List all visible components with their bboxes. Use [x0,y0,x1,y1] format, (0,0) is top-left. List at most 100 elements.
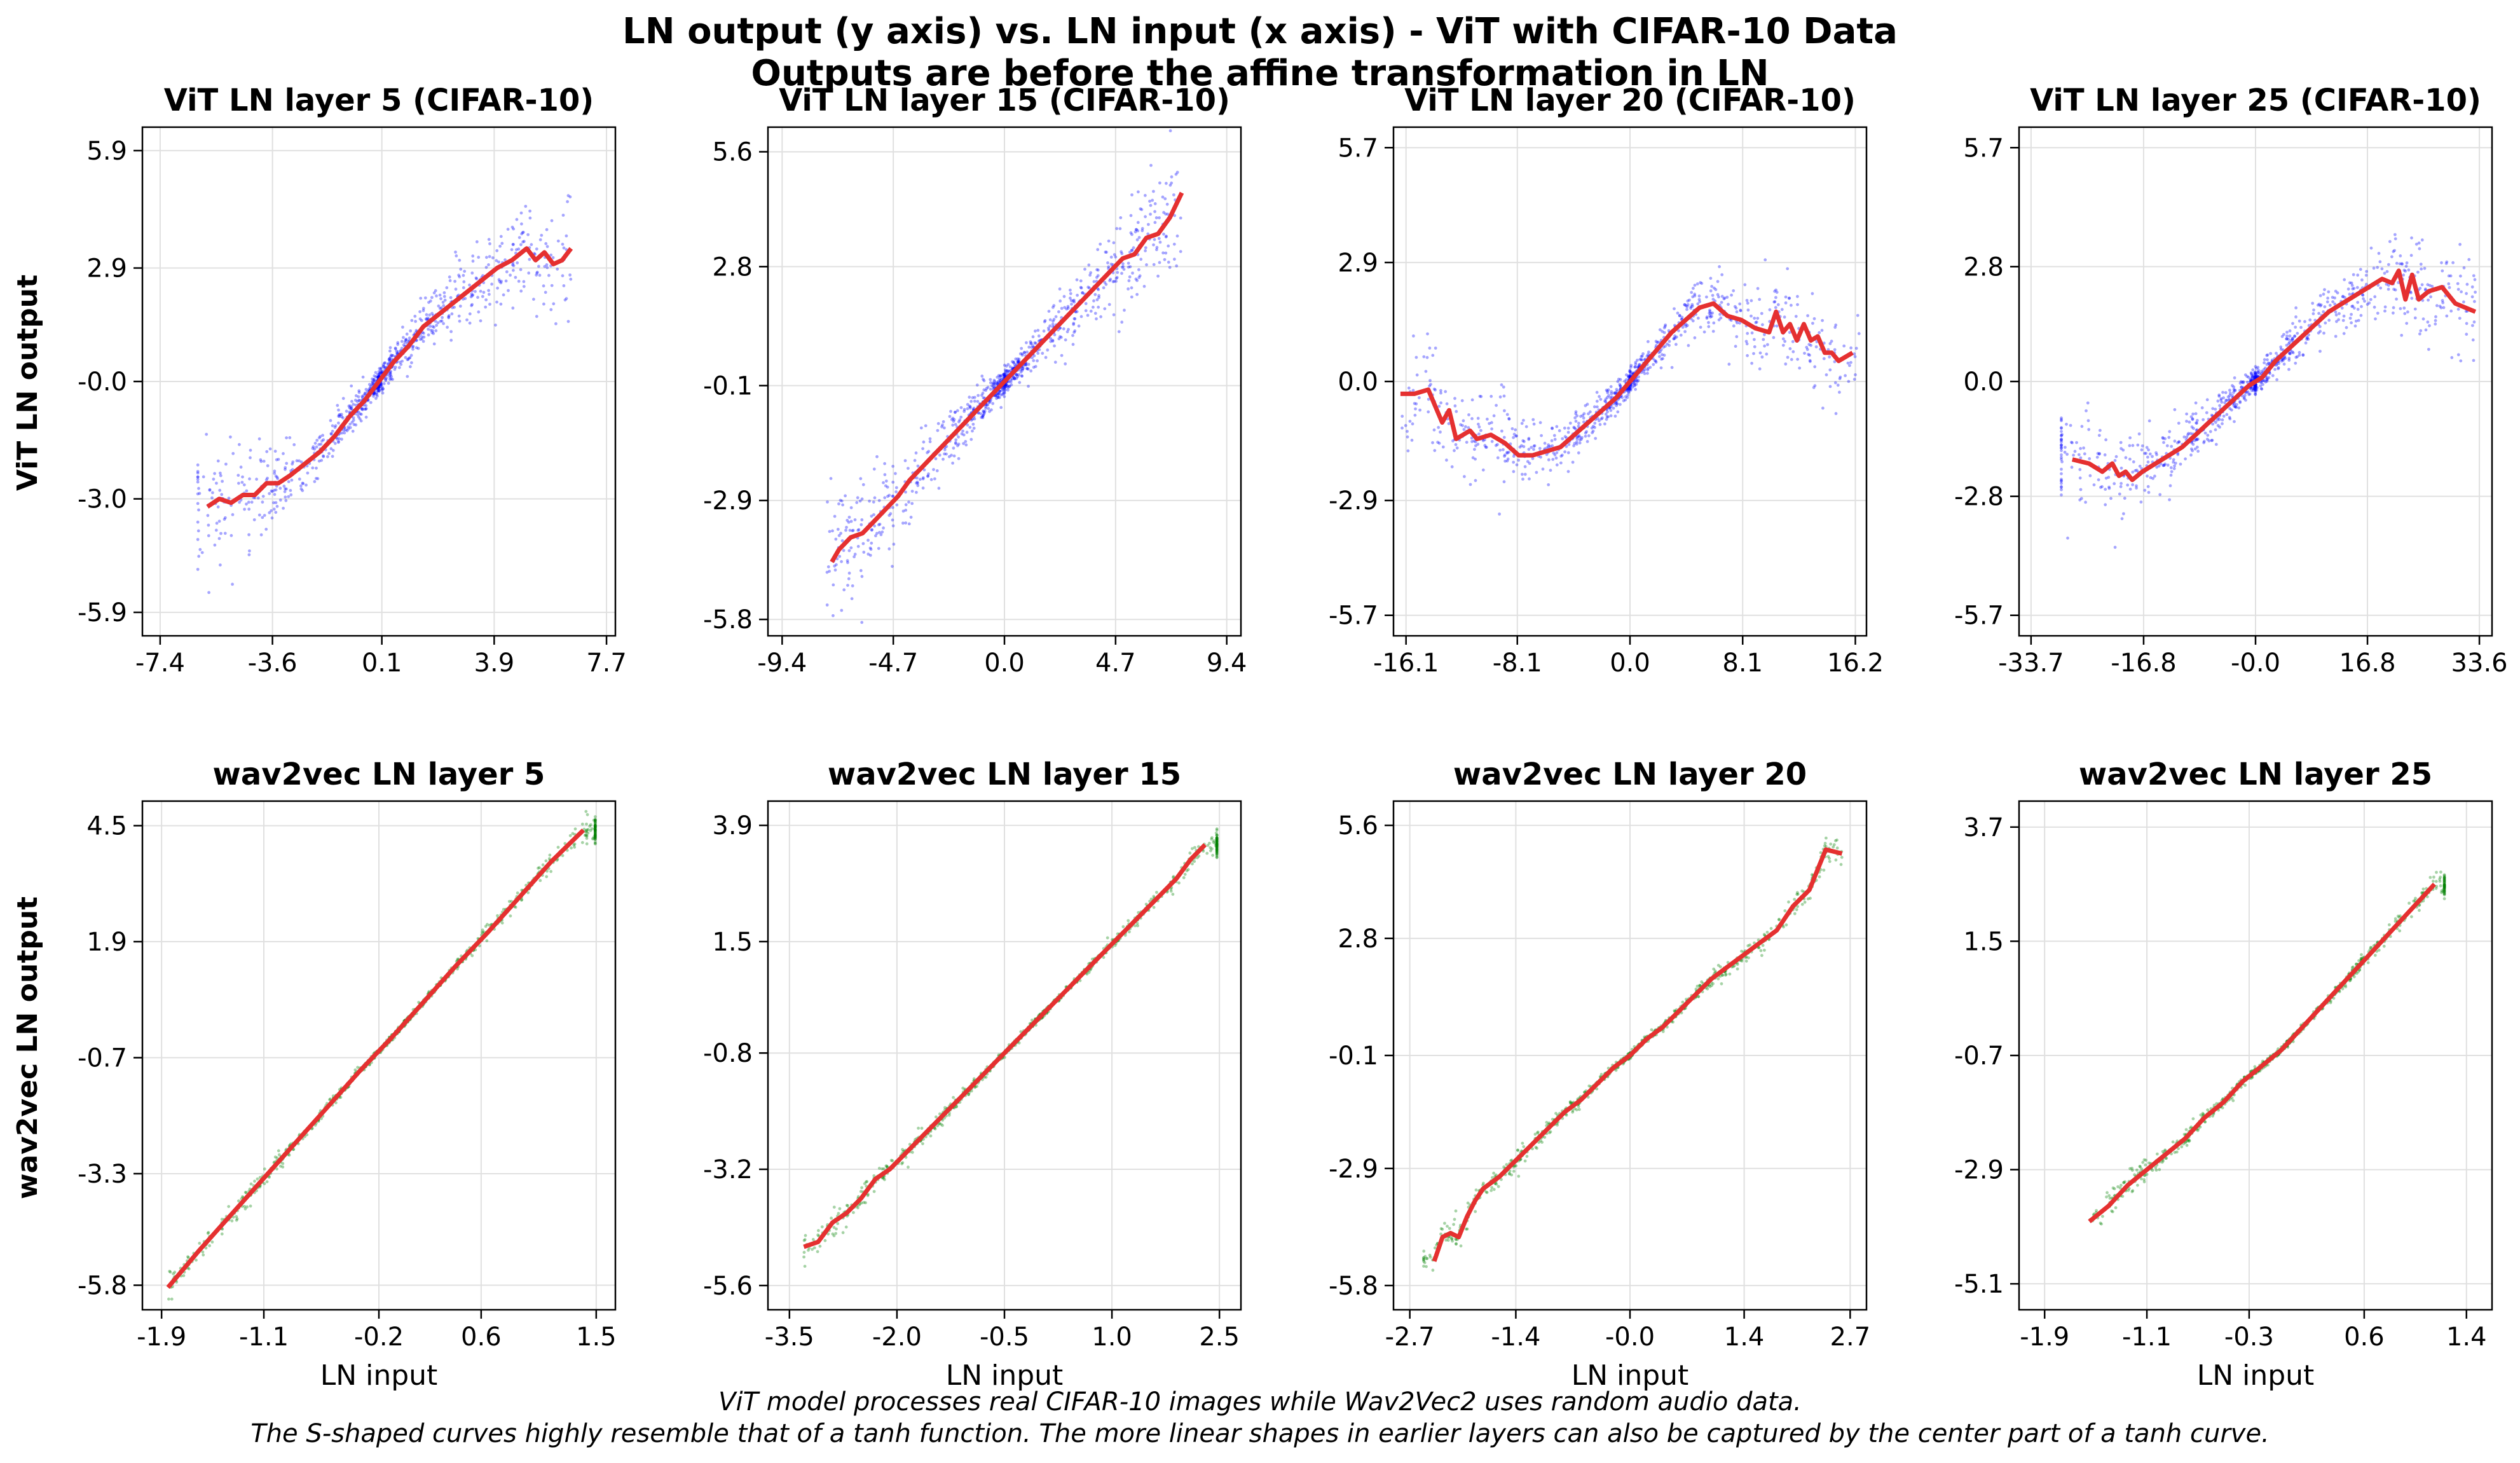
data-point [1066,305,1070,308]
data-point [861,542,865,546]
data-point [519,211,523,215]
data-point [1215,833,1219,837]
data-point [2162,441,2165,444]
data-point [2465,333,2469,336]
data-point [1582,416,1585,420]
data-point [1633,384,1636,388]
data-point [549,308,553,312]
data-point [1615,404,1619,408]
data-point [1455,446,1459,450]
data-point [1552,434,1556,437]
data-point [562,246,566,250]
data-point [1695,282,1699,285]
data-point [448,275,451,279]
data-point [847,521,851,524]
data-point [1407,386,1411,390]
data-point [2153,474,2156,478]
data-point [1561,437,1565,441]
data-point [1490,427,1494,430]
data-point [487,263,490,266]
data-point [960,432,964,436]
data-point [954,438,958,442]
data-point [2357,319,2360,322]
data-point [1659,366,1663,369]
data-point [2064,446,2067,449]
data-point [373,374,376,378]
data-point [1563,450,1567,454]
data-point [1505,451,1509,455]
data-point [343,431,346,435]
data-point [1640,354,1644,358]
data-point [926,451,929,455]
data-point [329,432,333,436]
data-point [2103,453,2107,457]
data-point [1001,388,1004,392]
data-point [1746,308,1750,312]
data-point [1001,386,1005,390]
data-point [1147,223,1150,226]
data-point [2291,351,2295,355]
data-point [2351,287,2355,291]
data-point [2296,331,2299,335]
data-point [878,523,882,526]
data-point [540,233,544,237]
data-point [994,381,998,385]
data-point [406,357,410,361]
x-tick-label: 0.1 [362,649,402,678]
data-point [488,303,491,306]
data-point [1636,379,1640,382]
data-point [1661,329,1664,333]
data-point [2245,380,2249,384]
data-point [1616,410,1620,414]
data-point [196,475,200,479]
data-point [268,447,272,451]
data-point [439,319,442,323]
data-point [2133,469,2137,472]
data-point [378,390,381,393]
data-point [1591,431,1594,434]
data-point [1006,386,1010,389]
data-point [465,318,469,322]
data-point [1710,285,1714,288]
data-point [1854,373,1857,376]
data-point [1566,470,1570,473]
data-point [933,477,936,481]
data-point [1001,392,1005,395]
data-point [1533,444,1537,448]
data-point [1514,434,1518,438]
y-tick-label: -5.8 [703,605,753,635]
data-point [1803,352,1806,355]
data-point [2459,359,2463,362]
data-point [1025,350,1029,354]
data-point [2254,392,2257,396]
data-point [964,443,968,447]
data-point [322,454,325,458]
data-point [997,392,1001,396]
data-point [2438,305,2442,308]
data-point [848,528,852,532]
data-point [272,507,276,511]
data-point [2254,374,2258,378]
data-point [1500,383,1503,387]
trend-line [166,828,585,1289]
x-tick-label: -16.1 [1373,649,1439,678]
data-point [1019,368,1023,371]
data-point [2277,366,2280,369]
data-point [1633,365,1637,369]
data-point [1693,284,1697,287]
data-point [1710,315,1714,318]
data-point [1674,343,1678,347]
data-point [364,407,368,411]
data-point [521,240,524,244]
data-point [2060,477,2063,481]
data-point [1009,378,1013,381]
data-point [380,383,383,387]
y-tick-label: -2.9 [703,486,753,516]
data-point [2271,374,2275,378]
row-label-wav2vec: wav2vec LN output [11,896,44,1199]
data-point [1672,337,1676,341]
data-point [458,259,462,262]
data-point [216,505,220,509]
data-point [335,437,339,441]
data-point [593,827,597,830]
